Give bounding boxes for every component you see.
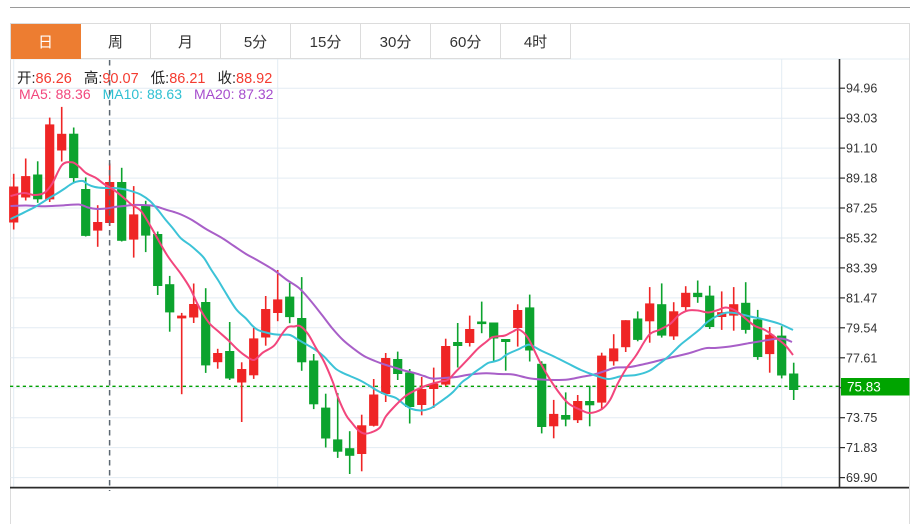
svg-text:71.83: 71.83 xyxy=(846,441,877,455)
svg-text:69.90: 69.90 xyxy=(846,471,877,485)
svg-text:91.10: 91.10 xyxy=(846,142,877,156)
svg-text:81.47: 81.47 xyxy=(846,291,877,305)
svg-text:83.39: 83.39 xyxy=(846,261,877,275)
svg-text:87.25: 87.25 xyxy=(846,202,877,216)
svg-text:93.03: 93.03 xyxy=(846,112,877,126)
svg-text:89.18: 89.18 xyxy=(846,172,877,186)
svg-text:77.61: 77.61 xyxy=(846,351,877,365)
svg-text:85.32: 85.32 xyxy=(846,232,877,246)
svg-text:94.96: 94.96 xyxy=(846,82,877,96)
svg-text:75.83: 75.83 xyxy=(847,380,881,395)
svg-text:73.75: 73.75 xyxy=(846,411,877,425)
svg-text:79.54: 79.54 xyxy=(846,321,877,335)
